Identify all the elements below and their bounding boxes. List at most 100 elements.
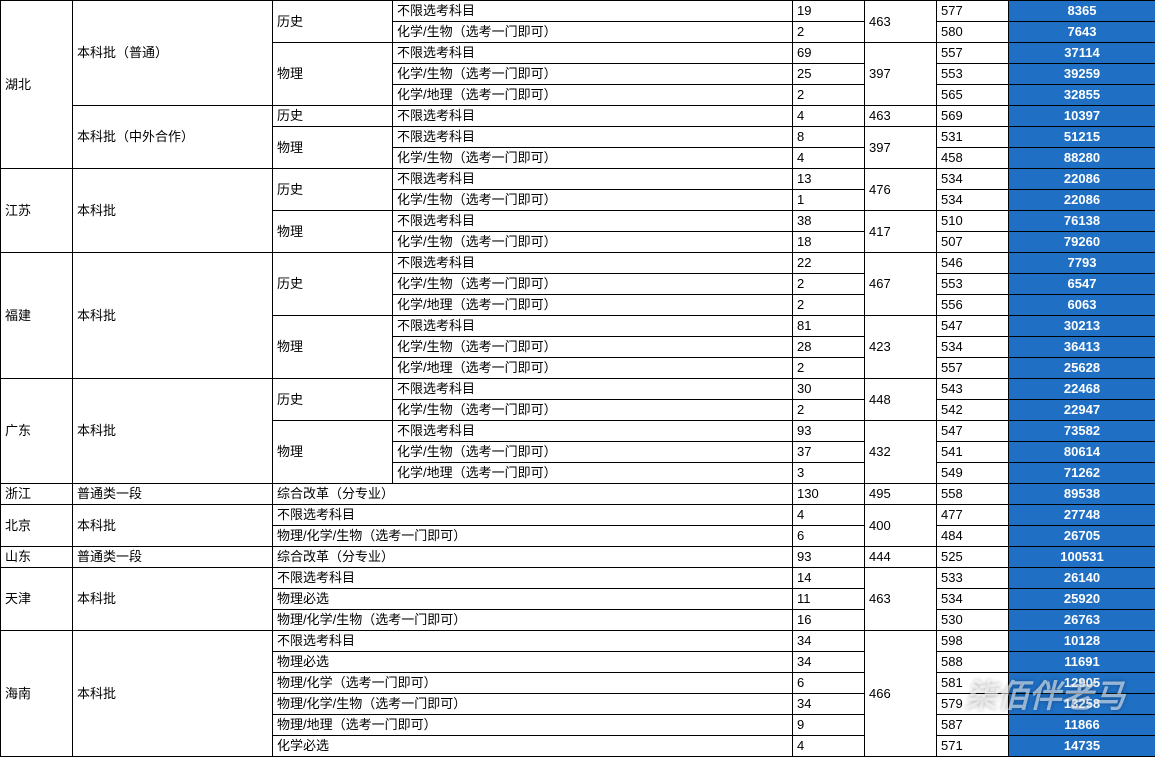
- cell-province: 江苏: [1, 169, 73, 253]
- cell-track-subject: 物理/地理（选考一门即可）: [273, 715, 793, 736]
- cell-track-subject: 物理/化学（选考一门即可）: [273, 673, 793, 694]
- cell-subject: 不限选考科目: [393, 421, 793, 442]
- cell-track: 历史: [273, 253, 393, 316]
- cell-score: 571: [937, 736, 1009, 757]
- cell-track-subject: 物理必选: [273, 652, 793, 673]
- cell-subject: 化学/生物（选考一门即可）: [393, 64, 793, 85]
- cell-track-subject: 物理必选: [273, 589, 793, 610]
- cell-score: 534: [937, 337, 1009, 358]
- cell-subject: 化学/生物（选考一门即可）: [393, 148, 793, 169]
- cell-score: 547: [937, 316, 1009, 337]
- cell-track: 物理: [273, 421, 393, 484]
- table-row: 天津本科批不限选考科目1446353326140: [1, 568, 1155, 589]
- cell-rank: 73582: [1009, 421, 1155, 442]
- cell-cutoff: 444: [865, 547, 937, 568]
- cell-count: 4: [793, 736, 865, 757]
- cell-score: 484: [937, 526, 1009, 547]
- cell-score: 507: [937, 232, 1009, 253]
- cell-rank: 22086: [1009, 190, 1155, 211]
- cell-province: 福建: [1, 253, 73, 379]
- cell-count: 93: [793, 547, 865, 568]
- cell-track: 物理: [273, 316, 393, 379]
- cell-score: 533: [937, 568, 1009, 589]
- cell-score: 546: [937, 253, 1009, 274]
- cell-subject: 不限选考科目: [393, 127, 793, 148]
- cell-rank: 7793: [1009, 253, 1155, 274]
- cell-count: 25: [793, 64, 865, 85]
- cell-score: 579: [937, 694, 1009, 715]
- cell-count: 6: [793, 673, 865, 694]
- cell-count: 2: [793, 358, 865, 379]
- table-row: 福建本科批历史不限选考科目224675467793: [1, 253, 1155, 274]
- cell-batch: 本科批: [73, 505, 273, 547]
- cell-batch: 本科批（普通）: [73, 1, 273, 106]
- cell-count: 19: [793, 1, 865, 22]
- cell-rank: 13258: [1009, 694, 1155, 715]
- cell-count: 11: [793, 589, 865, 610]
- cell-cutoff: 397: [865, 127, 937, 169]
- cell-rank: 27748: [1009, 505, 1155, 526]
- cell-subject: 化学/地理（选考一门即可）: [393, 463, 793, 484]
- table-row: 江苏本科批历史不限选考科目1347653422086: [1, 169, 1155, 190]
- cell-count: 38: [793, 211, 865, 232]
- cell-subject: 化学/生物（选考一门即可）: [393, 400, 793, 421]
- cell-subject: 化学/生物（选考一门即可）: [393, 442, 793, 463]
- cell-rank: 12905: [1009, 673, 1155, 694]
- cell-count: 2: [793, 295, 865, 316]
- cell-rank: 80614: [1009, 442, 1155, 463]
- cell-rank: 32855: [1009, 85, 1155, 106]
- cell-cutoff: 463: [865, 568, 937, 631]
- cell-cutoff: 463: [865, 106, 937, 127]
- cell-cutoff: 397: [865, 43, 937, 106]
- cell-score: 580: [937, 22, 1009, 43]
- cell-track: 物理: [273, 43, 393, 106]
- cell-cutoff: 400: [865, 505, 937, 547]
- table-row: 本科批（中外合作）历史不限选考科目446356910397: [1, 106, 1155, 127]
- cell-track: 历史: [273, 1, 393, 43]
- cell-subject: 化学/地理（选考一门即可）: [393, 295, 793, 316]
- cell-track-subject: 物理/化学/生物（选考一门即可）: [273, 694, 793, 715]
- cell-count: 4: [793, 106, 865, 127]
- cell-count: 2: [793, 274, 865, 295]
- cell-count: 22: [793, 253, 865, 274]
- cell-track: 物理: [273, 211, 393, 253]
- cell-subject: 不限选考科目: [393, 316, 793, 337]
- cell-rank: 6063: [1009, 295, 1155, 316]
- cell-subject: 化学/生物（选考一门即可）: [393, 232, 793, 253]
- cell-rank: 39259: [1009, 64, 1155, 85]
- cell-subject: 不限选考科目: [393, 211, 793, 232]
- cell-subject: 不限选考科目: [393, 43, 793, 64]
- cell-score: 477: [937, 505, 1009, 526]
- table-row: 浙江普通类一段综合改革（分专业）13049555889538: [1, 484, 1155, 505]
- cell-rank: 51215: [1009, 127, 1155, 148]
- cell-count: 1: [793, 190, 865, 211]
- cell-score: 587: [937, 715, 1009, 736]
- cell-rank: 10397: [1009, 106, 1155, 127]
- cell-score: 543: [937, 379, 1009, 400]
- cell-count: 16: [793, 610, 865, 631]
- cell-province: 天津: [1, 568, 73, 631]
- cell-count: 4: [793, 148, 865, 169]
- cell-count: 18: [793, 232, 865, 253]
- cell-subject: 化学/生物（选考一门即可）: [393, 190, 793, 211]
- cell-subject: 不限选考科目: [393, 169, 793, 190]
- table-row: 湖北本科批（普通）历史不限选考科目194635778365: [1, 1, 1155, 22]
- cell-count: 4: [793, 505, 865, 526]
- cell-score: 549: [937, 463, 1009, 484]
- cell-rank: 71262: [1009, 463, 1155, 484]
- table-row: 广东本科批历史不限选考科目3044854322468: [1, 379, 1155, 400]
- cell-batch: 本科批: [73, 379, 273, 484]
- cell-score: 531: [937, 127, 1009, 148]
- cell-track: 物理: [273, 127, 393, 169]
- cell-score: 556: [937, 295, 1009, 316]
- cell-count: 81: [793, 316, 865, 337]
- cell-rank: 36413: [1009, 337, 1155, 358]
- cell-province: 广东: [1, 379, 73, 484]
- cell-subject: 不限选考科目: [393, 379, 793, 400]
- cell-count: 6: [793, 526, 865, 547]
- cell-batch: 本科批: [73, 568, 273, 631]
- cell-score: 547: [937, 421, 1009, 442]
- cell-rank: 22947: [1009, 400, 1155, 421]
- cell-rank: 26763: [1009, 610, 1155, 631]
- cell-cutoff: 417: [865, 211, 937, 253]
